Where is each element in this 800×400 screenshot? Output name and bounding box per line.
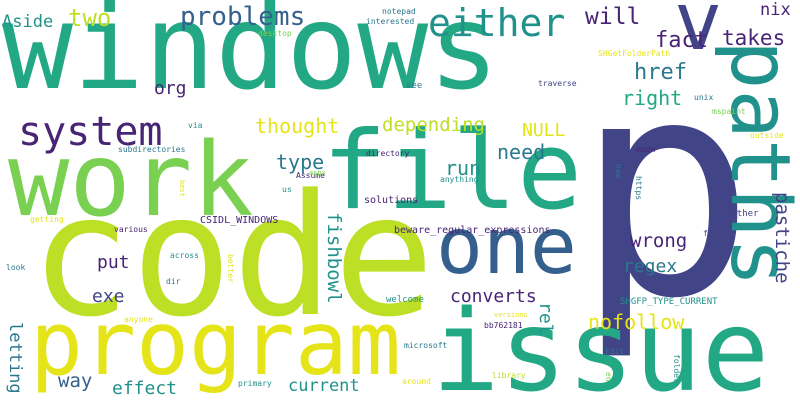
- word-one: one: [436, 208, 577, 286]
- word-traverse: traverse: [538, 80, 577, 88]
- word-better: better: [226, 254, 234, 283]
- word-two: two: [68, 6, 111, 30]
- word-solutions: solutions: [364, 196, 418, 206]
- word-versions: versions: [494, 312, 528, 319]
- word-https: https: [634, 176, 642, 200]
- word-around: around: [402, 378, 431, 386]
- word-look: look: [6, 264, 25, 272]
- word-null: NULL: [522, 122, 565, 140]
- word-via: via: [188, 122, 202, 130]
- word-outside: outside: [750, 132, 784, 140]
- word-converts: converts: [450, 288, 537, 306]
- word-unix: unix: [694, 94, 713, 102]
- word-microsoft: microsoft: [404, 342, 447, 350]
- word-primary: primary: [238, 380, 272, 388]
- word-right: right: [622, 88, 682, 108]
- word-beware: beware_regular_expressions: [394, 226, 551, 236]
- word-now: now: [614, 164, 622, 178]
- word-aside: Aside: [2, 14, 53, 31]
- word-best: best: [178, 180, 185, 197]
- word-rather: rather: [726, 210, 759, 219]
- word-see: see: [406, 82, 422, 91]
- word-csidl: CSIDL_WINDOWS: [200, 216, 278, 226]
- word-dir: dir: [166, 278, 180, 286]
- word-fishbowl: fishbowl: [324, 212, 343, 304]
- word-us: us: [282, 186, 292, 194]
- word-find: find: [703, 230, 722, 238]
- word-will: will: [585, 6, 640, 29]
- word-wrong: wrong: [630, 232, 687, 251]
- word-rel: rel: [536, 302, 554, 335]
- word-aspx: aspx: [309, 170, 326, 177]
- word-desktop: desktop: [258, 30, 292, 38]
- word-org: org: [154, 80, 187, 98]
- word-anyone: anyone: [124, 316, 153, 324]
- word-current: current: [288, 378, 360, 395]
- word-exe: exe: [92, 288, 125, 306]
- word-bb762181: bb762181: [484, 322, 523, 330]
- word-href: href: [634, 62, 687, 84]
- word-problems: problems: [180, 4, 305, 30]
- word-interested: interested: [366, 18, 414, 26]
- word-takes: takes: [722, 28, 785, 49]
- word-directory: directory: [366, 150, 409, 158]
- word-subdirectories: subdirectories: [118, 146, 185, 154]
- word-library: library: [492, 372, 526, 380]
- word-anything: anything: [440, 176, 479, 184]
- word-nix: nix: [760, 2, 791, 19]
- word-regex: regex: [623, 258, 677, 276]
- word-letting: letting: [6, 322, 23, 394]
- word-shgetfolderpath: SHGetFolderPath: [598, 50, 670, 58]
- word-en: en: [604, 372, 612, 382]
- word-across: across: [170, 252, 199, 260]
- word-shgfp: SHGFP_TYPE_CURRENT: [620, 298, 718, 307]
- word-depending: depending: [382, 116, 485, 135]
- word-nofollow: nofollow: [588, 312, 684, 332]
- word-either: either: [428, 4, 565, 42]
- word-need: need: [497, 142, 545, 162]
- word-welcome: welcome: [386, 296, 424, 305]
- word-mspaint: mspaint: [712, 108, 746, 116]
- word-pastiche: pastiche: [772, 192, 791, 284]
- word-getting: getting: [30, 216, 64, 224]
- word-way: way: [58, 372, 92, 391]
- word-notepad: notepad: [382, 8, 416, 16]
- word-msdn: msdn: [636, 146, 655, 154]
- word-effect: effect: [112, 380, 177, 398]
- word-thought: thought: [255, 116, 339, 136]
- word-folder: folder: [672, 354, 680, 383]
- word-put: put: [97, 254, 130, 272]
- word-edit: Edit: [605, 348, 624, 356]
- word-various: various: [114, 226, 148, 234]
